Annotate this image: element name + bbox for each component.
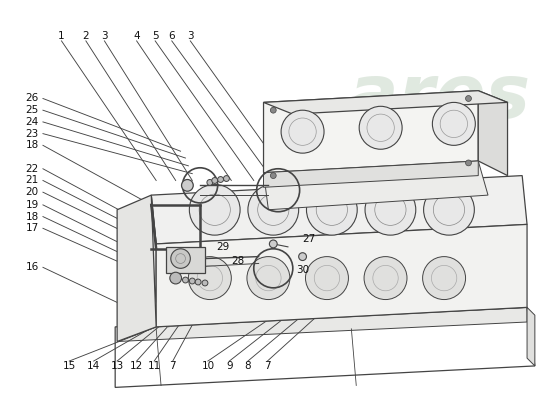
Text: 5: 5 — [152, 31, 158, 41]
Circle shape — [422, 257, 465, 300]
Text: a passion for...: a passion for... — [325, 192, 437, 208]
Text: 29: 29 — [216, 242, 229, 252]
Text: 13: 13 — [111, 361, 124, 371]
Circle shape — [306, 184, 357, 235]
Text: 15: 15 — [63, 361, 76, 371]
Text: 7: 7 — [264, 361, 271, 371]
Circle shape — [305, 257, 349, 300]
Circle shape — [270, 240, 277, 248]
Circle shape — [189, 184, 240, 235]
Polygon shape — [263, 161, 478, 187]
Circle shape — [207, 180, 213, 185]
Text: 20: 20 — [25, 187, 39, 197]
Circle shape — [281, 110, 324, 153]
Circle shape — [465, 160, 471, 166]
Circle shape — [183, 277, 188, 283]
Text: 8: 8 — [245, 361, 251, 371]
Circle shape — [171, 249, 190, 268]
Circle shape — [432, 102, 475, 145]
Polygon shape — [151, 195, 156, 302]
Text: 9: 9 — [226, 361, 233, 371]
Circle shape — [271, 107, 276, 113]
Circle shape — [223, 176, 229, 182]
Polygon shape — [263, 161, 488, 210]
Text: 4: 4 — [133, 31, 140, 41]
Text: 21: 21 — [25, 176, 39, 186]
Text: 28: 28 — [232, 256, 245, 266]
Text: 12: 12 — [130, 361, 143, 371]
Text: 19: 19 — [25, 200, 39, 210]
Text: 1: 1 — [58, 31, 65, 41]
Circle shape — [359, 106, 402, 149]
Circle shape — [212, 178, 218, 184]
Circle shape — [365, 184, 416, 235]
Circle shape — [247, 257, 290, 300]
Text: 24: 24 — [25, 117, 39, 127]
Text: 14: 14 — [87, 361, 100, 371]
Text: 6: 6 — [168, 31, 175, 41]
Circle shape — [188, 257, 232, 300]
Circle shape — [170, 272, 182, 284]
Polygon shape — [117, 195, 156, 342]
Text: 22: 22 — [25, 164, 39, 174]
Text: 3: 3 — [101, 31, 108, 41]
Text: 27: 27 — [302, 234, 315, 244]
Circle shape — [271, 173, 276, 178]
Text: 10: 10 — [201, 361, 214, 371]
Circle shape — [248, 184, 299, 235]
Text: 30: 30 — [296, 265, 309, 275]
Text: 18: 18 — [25, 212, 39, 222]
Circle shape — [182, 180, 193, 191]
Text: 1985: 1985 — [400, 135, 478, 164]
Text: 26: 26 — [25, 94, 39, 104]
Polygon shape — [263, 91, 478, 173]
Text: ares: ares — [348, 61, 531, 134]
Circle shape — [218, 176, 223, 182]
Circle shape — [202, 280, 208, 286]
Circle shape — [364, 257, 407, 300]
Polygon shape — [166, 247, 205, 273]
Text: 18: 18 — [25, 140, 39, 150]
Circle shape — [189, 278, 195, 284]
Text: 7: 7 — [169, 361, 176, 371]
Circle shape — [195, 279, 201, 285]
Polygon shape — [117, 307, 527, 342]
Text: 3: 3 — [187, 31, 194, 41]
Polygon shape — [478, 91, 508, 176]
Polygon shape — [156, 224, 527, 327]
Text: 23: 23 — [25, 129, 39, 139]
Polygon shape — [151, 176, 527, 244]
Circle shape — [299, 253, 306, 260]
Polygon shape — [263, 91, 508, 114]
Circle shape — [465, 96, 471, 102]
Text: 11: 11 — [147, 361, 161, 371]
Text: 25: 25 — [25, 105, 39, 115]
Polygon shape — [527, 307, 535, 366]
Text: 16: 16 — [25, 262, 39, 272]
Text: 2: 2 — [82, 31, 89, 41]
Circle shape — [424, 184, 474, 235]
Text: 17: 17 — [25, 223, 39, 233]
